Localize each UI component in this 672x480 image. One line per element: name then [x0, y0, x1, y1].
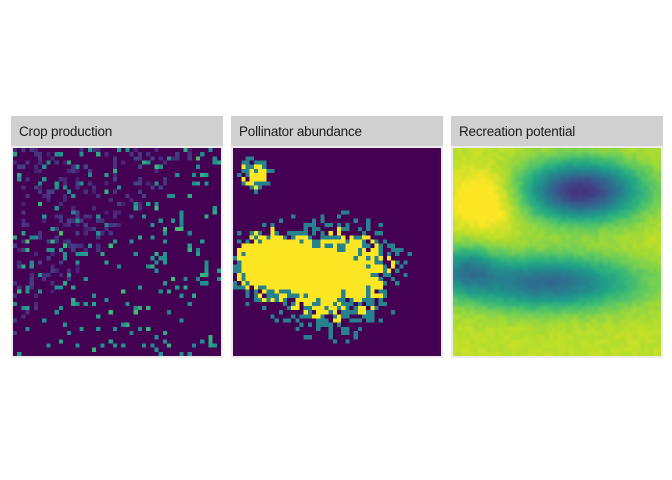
heatmap-panel: [451, 146, 663, 358]
facet-crop-production: Crop production: [11, 116, 223, 358]
heatmap-crop-production: [13, 148, 221, 356]
heatmap-panel: [231, 146, 443, 358]
facet-strip-title: Recreation potential: [451, 116, 663, 146]
heatmap-recreation-potential: [453, 148, 661, 356]
facet-strip-title: Crop production: [11, 116, 223, 146]
facet-strip-title: Pollinator abundance: [231, 116, 443, 146]
facet-pollinator-abundance: Pollinator abundance: [231, 116, 443, 358]
heatmap-pollinator-abundance: [233, 148, 441, 356]
facet-recreation-potential: Recreation potential: [451, 116, 663, 358]
heatmap-panel: [11, 146, 223, 358]
